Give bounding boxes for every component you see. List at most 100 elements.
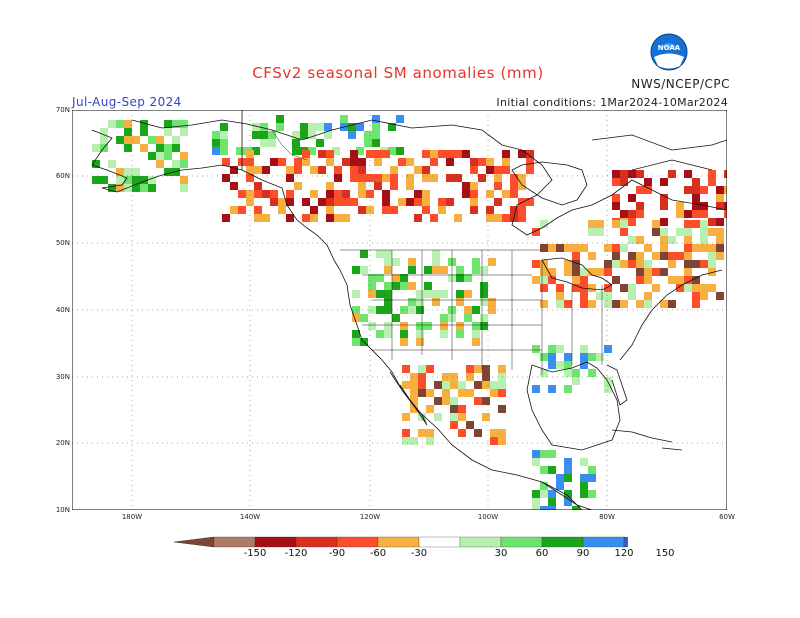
anomaly-cell xyxy=(612,194,620,202)
anomaly-cell xyxy=(422,174,430,182)
anomaly-cell xyxy=(636,276,644,284)
anomaly-cell xyxy=(700,220,708,228)
anomaly-cell xyxy=(124,128,132,136)
anomaly-cell xyxy=(246,190,254,198)
anomaly-cell xyxy=(660,178,668,186)
anomaly-cell xyxy=(220,123,228,131)
anomaly-cell xyxy=(684,170,692,178)
anomaly-cell xyxy=(526,198,534,206)
anomaly-cell xyxy=(708,268,716,276)
anomaly-cell xyxy=(400,282,408,290)
anomaly-cell xyxy=(180,160,188,168)
anomaly-cell xyxy=(422,166,430,174)
anomaly-cell xyxy=(316,123,324,131)
colorbar-label: -120 xyxy=(284,548,308,559)
anomaly-cell xyxy=(450,397,458,405)
anomaly-cell xyxy=(620,178,628,186)
anomaly-cell xyxy=(350,198,358,206)
colorbar-swatch xyxy=(213,536,256,548)
anomaly-cell xyxy=(212,139,220,147)
anomaly-cell xyxy=(398,158,406,166)
anomaly-cell xyxy=(360,250,368,258)
anomaly-cell xyxy=(384,330,392,338)
anomaly-cell xyxy=(540,482,548,490)
anomaly-cell xyxy=(472,330,480,338)
anomaly-cell xyxy=(644,186,652,194)
anomaly-cell xyxy=(564,385,572,393)
anomaly-cell xyxy=(510,182,518,190)
forecast-period: Jul-Aug-Sep 2024 xyxy=(72,95,182,109)
colorbar-label: 150 xyxy=(655,548,675,559)
anomaly-cell xyxy=(400,322,408,330)
anomaly-cell xyxy=(588,228,596,236)
anomaly-cell xyxy=(424,282,432,290)
anomaly-cell xyxy=(440,330,448,338)
anomaly-cell xyxy=(254,190,262,198)
anomaly-cell xyxy=(564,244,572,252)
anomaly-cell xyxy=(376,290,384,298)
anomaly-cell xyxy=(432,298,440,306)
anomaly-cell xyxy=(376,330,384,338)
longitude-label: 120W xyxy=(359,513,381,521)
anomaly-cell xyxy=(292,131,300,139)
anomaly-cell xyxy=(486,214,494,222)
anomaly-cell xyxy=(708,252,716,260)
colorbar-label: -90 xyxy=(328,548,346,559)
anomaly-cell xyxy=(334,174,342,182)
anomaly-cell xyxy=(360,314,368,322)
anomaly-cell xyxy=(376,250,384,258)
anomaly-cell xyxy=(424,266,432,274)
anomaly-cell xyxy=(132,168,140,176)
anomaly-cell xyxy=(464,314,472,322)
anomaly-cell xyxy=(352,290,360,298)
anomaly-cell xyxy=(572,284,580,292)
anomaly-cell xyxy=(368,274,376,282)
anomaly-cell xyxy=(384,250,392,258)
colorbar-label: 60 xyxy=(535,548,549,559)
anomaly-cell xyxy=(246,198,254,206)
anomaly-cell xyxy=(540,466,548,474)
colorbar xyxy=(174,536,628,548)
anomaly-cell xyxy=(368,322,376,330)
anomaly-cell xyxy=(416,330,424,338)
anomaly-cell xyxy=(486,190,494,198)
anomaly-cell xyxy=(660,236,668,244)
anomaly-cell xyxy=(382,206,390,214)
anomaly-cell xyxy=(596,228,604,236)
anomaly-cell xyxy=(692,284,700,292)
anomaly-cell xyxy=(548,345,556,353)
anomaly-cell xyxy=(260,131,268,139)
anomaly-cell xyxy=(222,174,230,182)
anomaly-cell xyxy=(700,244,708,252)
anomaly-cell xyxy=(692,300,700,308)
anomaly-cell xyxy=(700,210,708,218)
anomaly-cell xyxy=(172,120,180,128)
anomaly-cell xyxy=(390,182,398,190)
anomaly-cell xyxy=(132,136,140,144)
anomaly-cell xyxy=(548,244,556,252)
anomaly-cell xyxy=(644,276,652,284)
anomaly-cell xyxy=(286,166,294,174)
anomaly-cell xyxy=(252,131,260,139)
anomaly-cell xyxy=(692,178,700,186)
anomaly-cell xyxy=(230,182,238,190)
anomaly-cell xyxy=(580,292,588,300)
anomaly-cell xyxy=(418,365,426,373)
anomaly-cell xyxy=(400,338,408,346)
anomaly-cell xyxy=(360,266,368,274)
anomaly-cell xyxy=(564,458,572,466)
anomaly-cell xyxy=(374,174,382,182)
anomaly-cell xyxy=(540,284,548,292)
anomaly-cell xyxy=(116,120,124,128)
colorbar-swatch xyxy=(541,536,584,548)
anomaly-cell xyxy=(572,377,580,385)
anomaly-cell xyxy=(456,290,464,298)
anomaly-cell xyxy=(372,123,380,131)
anomaly-cell xyxy=(604,292,612,300)
anomaly-cell xyxy=(180,176,188,184)
anomaly-cell xyxy=(572,252,580,260)
anomaly-cell xyxy=(490,389,498,397)
graticule xyxy=(72,110,727,510)
colorbar-arrow-low xyxy=(174,536,215,548)
anomaly-cell xyxy=(540,369,548,377)
